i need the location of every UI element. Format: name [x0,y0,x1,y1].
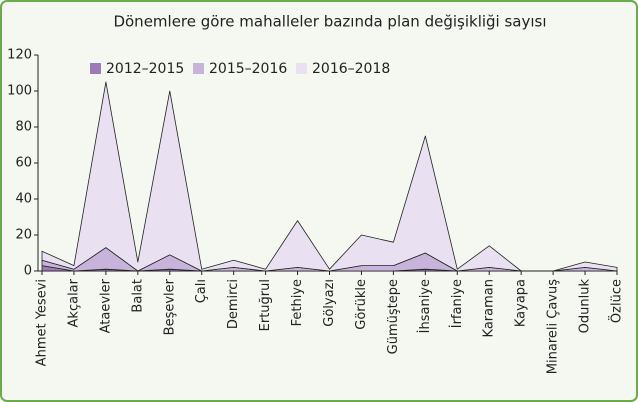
x-tick-label: Gölyazı [322,279,337,327]
chart-title: Dönemlere göre mahalleler bazında plan d… [113,13,546,31]
x-tick-label: Ertuğrul [258,279,273,331]
legend-label: 2015–2016 [209,61,287,77]
x-tick-label: Görükle [354,279,369,330]
x-tick-label: Akçalar [66,278,81,327]
y-tick-label: 80 [15,120,32,135]
x-tick-label: Gümüştepe [386,279,401,354]
x-tick-label: Özlüce [608,279,625,323]
x-tick-label: Demirci [226,279,241,329]
legend-swatch [193,63,204,74]
y-tick-label: 60 [15,156,32,171]
x-tick-label: İrfaniye [449,279,465,328]
y-tick-label: 0 [24,264,32,279]
y-tick-label: 120 [7,48,32,63]
x-tick-label: Beşevler [162,278,177,335]
legend-label: 2016–2018 [312,61,390,77]
x-tick-label: Çalı [194,279,209,303]
legend-swatch [296,63,307,74]
x-tick-label: Karaman [482,279,497,337]
y-tick-label: 100 [7,84,32,99]
x-tick-label: Balat [130,279,145,313]
x-tick-label: Minareli Çavuş [546,279,561,374]
x-tick-label: İhsaniye [417,279,433,333]
y-tick-label: 20 [15,228,32,243]
x-tick-label: Ataevler [98,278,113,333]
legend-swatch [90,63,101,74]
x-tick-label: Ahmet Yesevi [35,279,50,366]
x-tick-label: Odunluk [578,279,593,334]
legend-label: 2012–2015 [106,61,184,77]
x-tick-label: Fethiye [290,279,305,326]
x-tick-label: Kayapa [514,279,529,327]
y-tick-label: 40 [15,192,32,207]
